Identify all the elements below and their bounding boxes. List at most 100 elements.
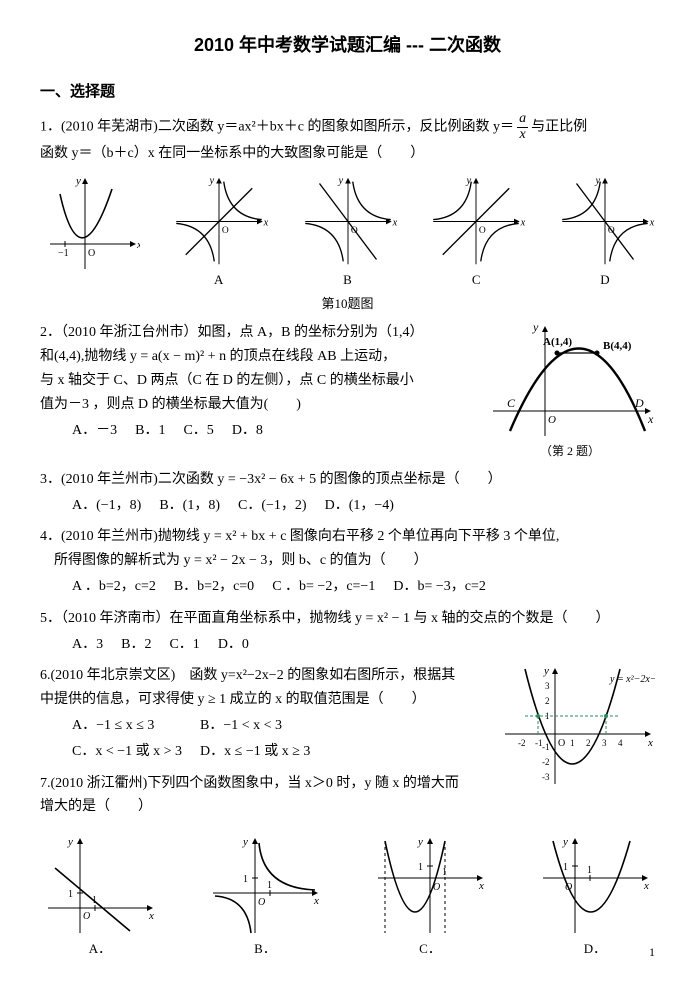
q1-text-b: 与正比例 <box>531 120 587 135</box>
svg-text:O: O <box>558 738 565 749</box>
svg-text:-2: -2 <box>542 757 550 767</box>
svg-text:1: 1 <box>570 738 575 748</box>
svg-text:O: O <box>83 911 90 922</box>
opt-label: B． <box>205 938 325 960</box>
q7-graph-row: xy O 1 1 A． x y O 1 1 B． x y O 1 <box>40 833 655 960</box>
svg-text:1: 1 <box>587 865 592 876</box>
q5-options: A．3 B．2 C．1 D．0 <box>70 631 267 659</box>
opt-label: B <box>298 269 398 291</box>
svg-text:x: x <box>136 239 140 251</box>
svg-text:B(4,4): B(4,4) <box>603 340 632 352</box>
svg-text:y: y <box>543 665 549 677</box>
q2-figure: x y O A(1,4) B(4,4) C D （第 2 题） <box>485 321 655 461</box>
svg-text:y: y <box>208 176 214 187</box>
q7-line-b: 增大的是（ ） <box>40 795 655 819</box>
question-3: 3．(2010 年兰州市)二次函数 y = −3x² − 6x + 5 的图像的… <box>40 468 655 520</box>
svg-text:x: x <box>391 218 397 229</box>
svg-text:O: O <box>222 226 229 236</box>
q1-text-a: 1．(2010 年芜湖市)二次函数 y＝ax²＋bx＋c 的图象如图所示，反比例… <box>40 120 514 135</box>
svg-text:1: 1 <box>563 862 568 873</box>
question-4: 4．(2010 年兰州市)抛物线 y = x² + bx + c 图像向右平移 … <box>40 525 655 600</box>
svg-text:O: O <box>88 248 95 259</box>
svg-text:y = x²−2x−2: y = x²−2x−2 <box>609 674 655 685</box>
q6-opt-c: C．x < −1 或 x > 3 <box>72 740 198 764</box>
q3-opt-a: A．(−1，8) <box>72 494 157 518</box>
q5-opt-b: B．2 <box>121 633 167 657</box>
svg-text:3: 3 <box>602 738 607 748</box>
opt-label: D． <box>535 938 655 960</box>
svg-text:A(1,4): A(1,4) <box>543 336 572 348</box>
svg-text:1: 1 <box>92 895 97 906</box>
svg-text:y: y <box>532 321 539 334</box>
svg-text:1: 1 <box>68 889 73 900</box>
opt-label: C <box>426 269 526 291</box>
q2-options: A．－3 B．1 C．5 D．8 <box>70 417 281 445</box>
page-number: 1 <box>649 942 655 962</box>
svg-text:x: x <box>478 880 484 892</box>
svg-text:1: 1 <box>442 867 447 878</box>
svg-text:y: y <box>562 836 568 848</box>
q1-graph-row: x y O −1 x y O A x y O <box>40 174 655 291</box>
svg-text:1: 1 <box>267 880 272 891</box>
q1-option-b-graph: x y O B <box>298 174 398 291</box>
svg-text:2: 2 <box>545 696 550 706</box>
q2-opt-a: A．－3 <box>72 419 133 443</box>
q4-line-b: 所得图像的解析式为 y = x² − 2x − 3，则 b、c 的值为（ ） <box>54 549 655 573</box>
opt-label: C． <box>370 938 490 960</box>
q3-opt-c: C．(−1，2) <box>238 494 323 518</box>
svg-text:1: 1 <box>243 874 248 885</box>
q6-opt-b: B．−1 < x < 3 <box>200 714 326 738</box>
svg-text:C: C <box>507 396 516 410</box>
q2-opt-d: D．8 <box>232 419 279 443</box>
question-2: x y O A(1,4) B(4,4) C D （第 2 题） 2．（2010 … <box>40 321 655 461</box>
svg-text:O: O <box>479 226 486 236</box>
svg-text:-3: -3 <box>542 772 550 782</box>
q6-options: A．−1 ≤ x ≤ 3 B．−1 < x < 3 C．x < −1 或 x >… <box>70 712 328 766</box>
q6-figure: x y O -2-1 1234 123 -1-2-3 y = x²−2x−2 <box>500 664 655 789</box>
q7-option-a-graph: xy O 1 1 A． <box>40 833 160 960</box>
svg-text:O: O <box>548 414 556 426</box>
frac-num: a <box>519 112 526 127</box>
figure-10-caption: 第10题图 <box>40 293 655 315</box>
svg-text:y: y <box>242 836 248 848</box>
svg-text:-2: -2 <box>518 738 526 748</box>
q7-option-b-graph: x y O 1 1 B． <box>205 833 325 960</box>
frac-den: x <box>517 127 527 143</box>
section-heading: 一、选择题 <box>40 79 655 105</box>
svg-text:y: y <box>337 176 343 187</box>
svg-text:2: 2 <box>586 738 591 748</box>
svg-text:x: x <box>313 895 319 907</box>
q5-opt-a: A．3 <box>72 633 119 657</box>
q5-opt-d: D．0 <box>218 633 265 657</box>
q5-stem: 5．（2010 年济南市）在平面直角坐标系中，抛物线 y = x² − 1 与 … <box>40 607 655 631</box>
question-6: x y O -2-1 1234 123 -1-2-3 y = x²−2x−2 6… <box>40 664 655 765</box>
q1-text-c: 函数 y＝（b＋c）x 在同一坐标系中的大致图象可能是（ ） <box>40 146 424 161</box>
q2-opt-b: B．1 <box>135 419 181 443</box>
q4-opt-c: C ．b= −2，c=−1 <box>272 575 391 599</box>
q7-option-c-graph: xy O 1 1 C． <box>370 833 490 960</box>
q3-options: A．(−1，8) B．(1，8) C．(−1，2) D．(1，−4) <box>70 492 412 520</box>
opt-label: A <box>169 269 269 291</box>
q3-opt-b: B．(1，8) <box>159 494 236 518</box>
svg-text:x: x <box>649 218 655 229</box>
svg-text:-1: -1 <box>542 742 550 752</box>
svg-text:3: 3 <box>545 681 550 691</box>
svg-text:D: D <box>634 396 644 410</box>
svg-text:y: y <box>67 836 73 848</box>
opt-label: A． <box>40 938 160 960</box>
q4-opt-d: D．b= −3，c=2 <box>393 575 502 599</box>
q3-stem: 3．(2010 年兰州市)二次函数 y = −3x² − 6x + 5 的图像的… <box>40 468 655 492</box>
q3-opt-d: D．(1，−4) <box>325 494 410 518</box>
q4-line-a: 4．(2010 年兰州市)抛物线 y = x² + bx + c 图像向右平移 … <box>40 525 655 549</box>
q1-option-a-graph: x y O A <box>169 174 269 291</box>
q7-option-d-graph: xy O 1 1 D． <box>535 833 655 960</box>
q6-opt-d: D．x ≤ −1 或 x ≥ 3 <box>200 740 326 764</box>
svg-text:x: x <box>647 412 654 426</box>
q5-opt-c: C．1 <box>169 633 215 657</box>
q1-stem-graph: x y O −1 <box>40 174 140 274</box>
question-5: 5．（2010 年济南市）在平面直角坐标系中，抛物线 y = x² − 1 与 … <box>40 607 655 659</box>
svg-text:x: x <box>647 737 653 749</box>
svg-text:1: 1 <box>418 862 423 873</box>
svg-text:O: O <box>258 897 265 908</box>
svg-text:y: y <box>417 836 423 848</box>
